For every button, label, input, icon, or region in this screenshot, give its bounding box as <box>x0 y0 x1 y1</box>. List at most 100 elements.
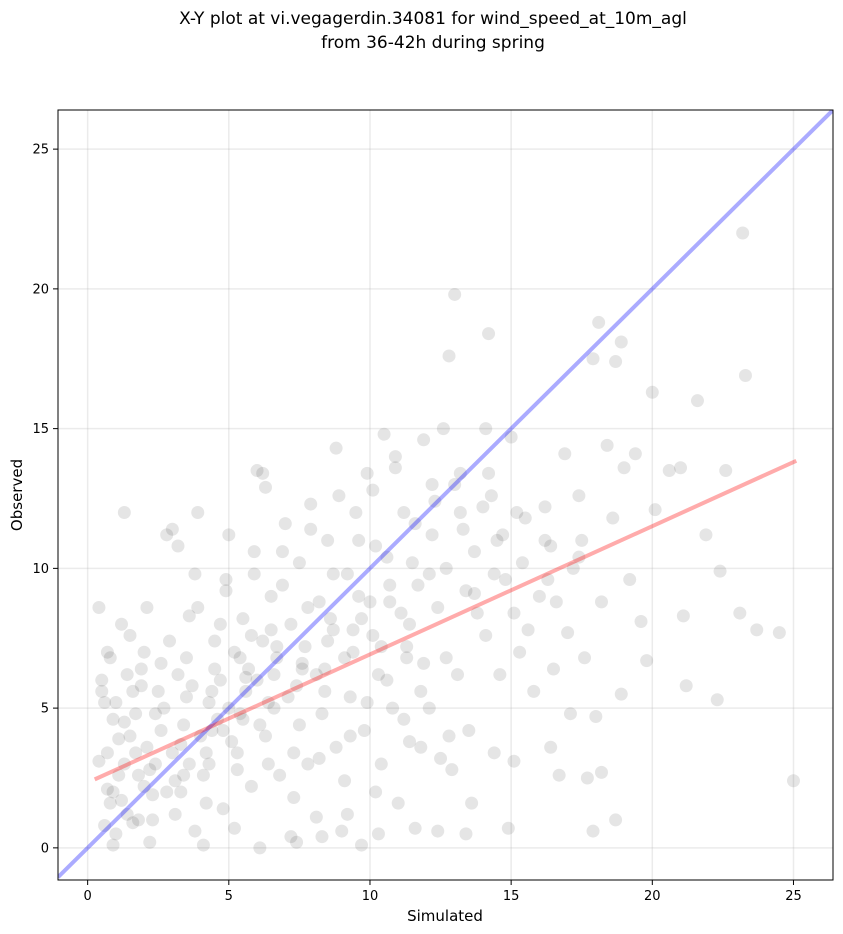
scatter-point <box>278 517 292 531</box>
scatter-point <box>453 505 467 519</box>
scatter-point <box>490 533 504 547</box>
scatter-point <box>493 668 507 682</box>
scatter-point <box>301 757 315 771</box>
scatter-point <box>405 556 419 570</box>
scatter-point <box>259 729 273 743</box>
scatter-point <box>98 818 112 832</box>
scatter-point <box>236 712 250 726</box>
scatter-point <box>131 768 145 782</box>
scatter-point <box>676 609 690 623</box>
scatter-point <box>163 634 177 648</box>
scatter-point <box>275 545 289 559</box>
scatter-point <box>648 503 662 517</box>
scatter-point <box>380 673 394 687</box>
scatter-point <box>247 567 261 581</box>
scatter-point <box>140 600 154 614</box>
scatter-point <box>239 684 253 698</box>
scatter-point <box>335 824 349 838</box>
scatter-point <box>117 757 131 771</box>
scatter-point <box>143 763 157 777</box>
scatter-point <box>487 567 501 581</box>
scatter-point <box>160 785 174 799</box>
scatter-point <box>157 701 171 715</box>
scatter-point <box>182 757 196 771</box>
scatter-point <box>92 754 106 768</box>
scatter-point <box>120 668 134 682</box>
scatter-point <box>479 628 493 642</box>
scatter-point <box>355 838 369 852</box>
scatter-point <box>417 656 431 670</box>
y-tick-label: 5 <box>41 702 49 717</box>
scatter-point <box>772 626 786 640</box>
scatter-point <box>295 656 309 670</box>
scatter-point <box>431 600 445 614</box>
scatter-point <box>233 707 247 721</box>
scatter-point <box>513 645 527 659</box>
scatter-point <box>168 807 182 821</box>
scatter-point <box>383 578 397 592</box>
scatter-point <box>459 584 473 598</box>
x-tick-label: 10 <box>362 889 379 904</box>
scatter-point <box>750 623 764 637</box>
scatter-point <box>566 561 580 575</box>
scatter-point <box>318 684 332 698</box>
scatter-point <box>222 701 236 715</box>
scatter-point <box>250 673 264 687</box>
scatter-point <box>154 723 168 737</box>
scatter-point <box>247 545 261 559</box>
scatter-point <box>417 433 431 447</box>
scatter-point <box>129 746 143 760</box>
scatter-point <box>360 696 374 710</box>
scatter-point <box>171 539 185 553</box>
scatter-point <box>645 385 659 399</box>
x-tick-label: 15 <box>503 889 520 904</box>
scatter-point <box>414 740 428 754</box>
scatter-point <box>719 464 733 478</box>
scatter-point <box>614 687 628 701</box>
scatter-point <box>332 489 346 503</box>
scatter-point <box>131 813 145 827</box>
scatter-point <box>230 746 244 760</box>
scatter-point <box>498 573 512 587</box>
scatter-point <box>388 461 402 475</box>
scatter-point <box>188 567 202 581</box>
identity-line <box>58 110 833 879</box>
scatter-point <box>227 821 241 835</box>
scatter-point <box>552 768 566 782</box>
scatter-point <box>606 511 620 525</box>
scatter-point <box>690 394 704 408</box>
scatter-point <box>146 813 160 827</box>
scatter-point <box>411 578 425 592</box>
scatter-point <box>507 606 521 620</box>
scatter-point <box>346 645 360 659</box>
scatter-point <box>786 774 800 788</box>
scatter-point <box>442 729 456 743</box>
scatter-point <box>482 327 496 341</box>
scatter-point <box>290 835 304 849</box>
scatter-point <box>397 505 411 519</box>
scatter-point <box>346 623 360 637</box>
scatter-point <box>403 735 417 749</box>
scatter-point <box>408 821 422 835</box>
scatter-point <box>287 791 301 805</box>
scatter-point <box>544 539 558 553</box>
scatter-point <box>219 573 233 587</box>
scatter-point <box>360 466 374 480</box>
scatter-point <box>239 670 253 684</box>
scatter-point <box>352 533 366 547</box>
scatter-point <box>292 718 306 732</box>
scatter-point <box>298 640 312 654</box>
scatter-point <box>194 729 208 743</box>
scatter-point <box>465 796 479 810</box>
scatter-point <box>222 528 236 542</box>
scatter-point <box>233 651 247 665</box>
scatter-point <box>202 757 216 771</box>
scatter-point <box>261 696 275 710</box>
scatter-point <box>177 768 191 782</box>
scatter-point <box>366 483 380 497</box>
scatter-point <box>146 788 160 802</box>
scatter-point <box>250 464 264 478</box>
scatter-point <box>270 640 284 654</box>
scatter-point <box>174 737 188 751</box>
